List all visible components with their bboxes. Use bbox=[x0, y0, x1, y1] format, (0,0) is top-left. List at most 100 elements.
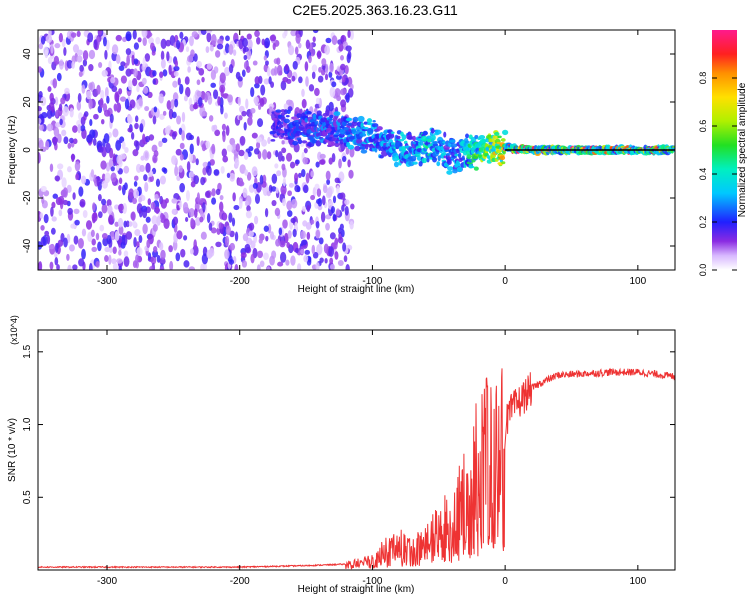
spectrogram-noise-mark bbox=[155, 206, 160, 215]
spectrogram-noise-mark bbox=[88, 82, 93, 91]
spectrogram-noise-mark bbox=[287, 190, 292, 197]
spectrogram-noise-mark bbox=[302, 184, 309, 194]
spectrogram-ridge-mark bbox=[412, 161, 418, 165]
spectrogram-noise-mark bbox=[240, 252, 247, 259]
spectrogram-noise-mark bbox=[45, 34, 53, 44]
spectrogram-noise-mark bbox=[254, 82, 260, 89]
spectrogram-noise-mark bbox=[205, 46, 210, 53]
spectrogram-noise-mark bbox=[180, 248, 186, 258]
spectrogram-ridge-mark bbox=[360, 149, 368, 154]
spectrogram-noise-mark bbox=[101, 173, 106, 182]
spectrogram-ridge-mark bbox=[478, 135, 486, 140]
spectrogram-noise-mark bbox=[125, 220, 130, 228]
spectrogram-noise-mark bbox=[69, 244, 75, 252]
spectrogram-ridge-mark bbox=[456, 162, 461, 168]
spectrogram-noise-mark bbox=[238, 198, 243, 209]
spectrogram-noise-mark bbox=[100, 89, 105, 100]
spectrogram-noise-mark bbox=[138, 96, 143, 107]
spectrogram-noise-mark bbox=[208, 115, 214, 122]
spectrogram-noise-mark bbox=[199, 208, 204, 217]
spectrogram-noise-mark bbox=[274, 207, 281, 217]
spectrogram-noise-mark bbox=[280, 185, 287, 195]
spectrogram-noise-mark bbox=[161, 137, 168, 143]
spectrogram-noise-mark bbox=[314, 87, 320, 97]
spectrogram-noise-mark bbox=[250, 87, 255, 98]
spectrogram-ridge-mark bbox=[457, 152, 462, 159]
spectrogram-noise-mark bbox=[188, 266, 195, 270]
spectrogram-noise-mark bbox=[54, 122, 61, 128]
spectrogram-noise-mark bbox=[294, 46, 299, 55]
spectrogram-noise-mark bbox=[58, 209, 63, 217]
spectrogram-noise-mark bbox=[263, 78, 270, 85]
spectrogram-noise-mark bbox=[345, 92, 350, 103]
spectrogram-noise-mark bbox=[57, 133, 62, 144]
spectrogram-ridge-mark bbox=[433, 141, 438, 145]
spectrogram-noise-mark bbox=[62, 187, 68, 198]
spectrogram-y-tick-label: -20 bbox=[22, 190, 33, 205]
spectrogram-noise-mark bbox=[329, 62, 334, 73]
spectrogram-noise-mark bbox=[166, 51, 170, 62]
spectrogram-noise-mark bbox=[337, 259, 344, 267]
spectrogram-noise-mark bbox=[133, 237, 137, 248]
spectrogram-noise-mark bbox=[226, 144, 233, 152]
spectrogram-noise-mark bbox=[238, 115, 243, 121]
spectrogram-ridge-mark bbox=[443, 131, 447, 138]
spectrogram-noise-mark bbox=[97, 30, 102, 36]
spectrogram-noise-mark bbox=[193, 239, 197, 251]
spectrogram-noise-mark bbox=[215, 188, 221, 196]
spectrogram-noise-mark bbox=[76, 30, 81, 38]
spectrogram-noise-mark bbox=[266, 67, 271, 77]
spectrogram-noise-mark bbox=[263, 252, 269, 261]
spectrogram-noise-mark bbox=[327, 187, 333, 197]
spectrogram-noise-mark bbox=[217, 96, 221, 106]
spectrogram-noise-mark bbox=[204, 190, 211, 198]
spectrogram-noise-mark bbox=[237, 96, 241, 106]
spectrogram-noise-mark bbox=[70, 223, 76, 229]
spectrogram-noise-mark bbox=[38, 66, 43, 73]
spectrogram-noise-mark bbox=[309, 48, 316, 57]
spectrogram-noise-mark bbox=[136, 203, 143, 214]
spectrogram-noise-mark bbox=[224, 66, 231, 77]
spectrogram-noise-mark bbox=[159, 266, 165, 270]
spectrogram-noise-mark bbox=[152, 224, 158, 232]
snr-panel: -300 -200 -100 0 100 0.5 1.0 1.5 Height of str… bbox=[7, 315, 676, 595]
snr-x-tick-label: -100 bbox=[362, 576, 382, 587]
spectrogram-noise-mark bbox=[290, 217, 296, 224]
colorbar-gradient bbox=[712, 30, 737, 270]
spectrogram-noise-mark bbox=[253, 96, 260, 105]
spectrogram-noise-mark bbox=[181, 111, 186, 123]
spectrogram-noise-mark bbox=[241, 260, 248, 268]
spectrogram-noise-mark bbox=[38, 139, 44, 150]
spectrogram-noise-mark bbox=[70, 32, 77, 38]
spectrogram-noise-mark bbox=[160, 212, 164, 221]
spectrogram-noise-mark bbox=[308, 55, 312, 64]
spectrogram-noise-mark bbox=[325, 37, 332, 44]
spectrogram-noise-mark bbox=[284, 63, 289, 72]
spectrogram-noise-mark bbox=[186, 161, 191, 172]
spectrogram-noise-mark bbox=[54, 175, 61, 182]
spectrogram-ridge-mark bbox=[407, 136, 414, 140]
spectrogram-noise-mark bbox=[239, 135, 246, 146]
snr-x-tick-label: 100 bbox=[629, 576, 646, 587]
spectrogram-noise-mark bbox=[47, 56, 53, 65]
spectrogram-ridge-mark bbox=[334, 142, 340, 148]
spectrogram-noise-mark bbox=[185, 86, 191, 98]
spectrogram-ridge-mark bbox=[328, 120, 333, 125]
spectrogram-noise-mark bbox=[276, 64, 283, 76]
spectrogram-noise-mark bbox=[277, 261, 284, 267]
spectrogram-noise-mark bbox=[347, 159, 351, 168]
spectrogram-ridge-mark bbox=[446, 152, 451, 157]
spectrogram-noise-mark bbox=[338, 158, 342, 169]
spectrogram-noise-mark bbox=[267, 223, 272, 234]
spectrogram-noise-mark bbox=[90, 169, 95, 178]
spectrogram-noise-mark bbox=[209, 44, 214, 52]
spectrogram-noise-mark bbox=[235, 143, 240, 153]
spectrogram-noise-mark bbox=[58, 32, 63, 43]
spectrogram-noise-mark bbox=[86, 134, 93, 144]
spectrogram-x-ticks: -300 -200 -100 0 100 bbox=[97, 30, 647, 287]
spectrogram-noise-mark bbox=[163, 167, 168, 174]
spectrogram-noise-mark bbox=[345, 45, 352, 52]
spectrogram-noise-mark bbox=[316, 188, 322, 197]
spectrogram-noise-mark bbox=[119, 96, 127, 102]
spectrogram-noise-mark bbox=[286, 152, 293, 162]
